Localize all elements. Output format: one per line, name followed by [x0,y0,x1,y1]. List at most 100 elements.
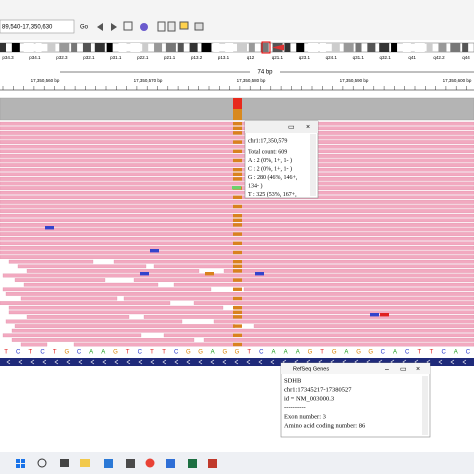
locus-box[interactable] [0,19,75,34]
strand-arrow [102,359,107,365]
mismatch [140,272,149,276]
base: T [29,350,33,356]
region-icon[interactable] [157,21,166,32]
mismatch [233,241,242,245]
read [2,287,212,292]
band-label: p34.1 [29,55,41,60]
base: G [223,350,228,356]
lines-icon[interactable] [194,22,204,31]
mismatch [232,186,241,190]
gene-popup-close[interactable]: × [416,366,420,373]
gene-popup-line: Amino acid coding number: 86 [284,422,366,429]
read [0,255,474,259]
base: A [344,350,348,356]
base: C [77,350,82,356]
read [133,278,474,282]
read [8,305,224,310]
ideogram: p34.3 p34.1 p32.3 p32.1 p31.1 p22.1 p21.1 p13.2… [0,41,474,60]
start-icon[interactable] [16,459,20,463]
store-icon[interactable] [126,459,135,468]
current-region [261,41,271,54]
go-button[interactable]: Go [80,25,89,31]
band-label: q44 [462,55,470,60]
mismatch [233,140,242,144]
read [17,264,147,269]
read [14,324,236,328]
base: T [162,350,166,356]
chromosome-band [426,43,433,52]
popup-close[interactable]: × [306,124,310,131]
chrome-icon[interactable] [145,458,155,468]
app-icon[interactable] [188,459,197,468]
gene-popup-minimize[interactable]: – [385,366,389,373]
popup-line: 134- ) [248,182,263,189]
igv-icon[interactable] [208,459,217,468]
base: G [235,350,240,356]
gene-popup[interactable]: RefSeq Genes – ▭ × [280,362,431,438]
strand-arrow [6,359,11,365]
chromosome-band [438,43,447,52]
popup-icon[interactable] [179,21,189,30]
read [2,273,474,278]
base: C [138,350,143,356]
chromosome-band [450,43,461,52]
strand-arrow [114,359,119,365]
edge-icon[interactable] [104,459,113,468]
mismatch [233,310,242,314]
mismatch [233,131,242,135]
band-label: p13.2 [191,55,203,60]
base: G [368,350,373,356]
chromosome-band [130,43,141,52]
mismatch [233,250,242,255]
strand-arrow [42,359,47,365]
base: A [454,350,458,356]
popup-line: T : 325 (53%, 167+, [248,191,297,198]
forward-icon[interactable] [111,23,117,31]
base: G [308,350,313,356]
chromosome-band [142,43,149,52]
base: T [320,350,324,356]
mismatch [233,260,242,264]
base: C [405,350,410,356]
refresh-icon[interactable] [140,23,148,31]
base: C [16,350,21,356]
word-icon[interactable] [166,459,175,468]
read [123,296,474,301]
strand-arrow [138,359,143,365]
resize-icon[interactable] [167,21,176,32]
mismatch [233,306,242,310]
mismatch [233,158,242,163]
gene-popup-scrollbar[interactable] [422,376,428,435]
mismatch [233,218,242,222]
read [233,305,474,310]
search-icon[interactable] [37,458,47,468]
mismatch [370,313,379,317]
gene-popup-maximize[interactable]: ▭ [400,366,407,373]
popup-scrollbar[interactable] [310,134,316,196]
band-label: q12 [247,55,255,60]
popup-frame [244,120,319,199]
read [213,319,474,324]
base: T [4,350,8,356]
mismatch [233,278,242,282]
chromosome-band [106,43,113,52]
read [0,236,474,241]
chromosome-band [154,43,163,52]
back-icon[interactable] [97,23,103,31]
chromosome-band [284,43,291,52]
base-popup[interactable]: ▭ × chr1:17,350,579 [244,120,319,199]
home-icon[interactable] [123,21,133,31]
chromosome-band [462,43,469,52]
mismatch [380,313,389,317]
read [0,190,474,195]
chromosome-band [355,43,362,52]
read [73,342,474,347]
explorer-icon[interactable] [80,459,90,467]
taskview-icon[interactable] [60,459,69,467]
read [0,209,474,213]
popup-minimize[interactable]: ▭ [288,124,295,131]
band-label: q21.1 [272,55,284,60]
strand-arrow [18,359,23,365]
mismatch [233,296,242,301]
